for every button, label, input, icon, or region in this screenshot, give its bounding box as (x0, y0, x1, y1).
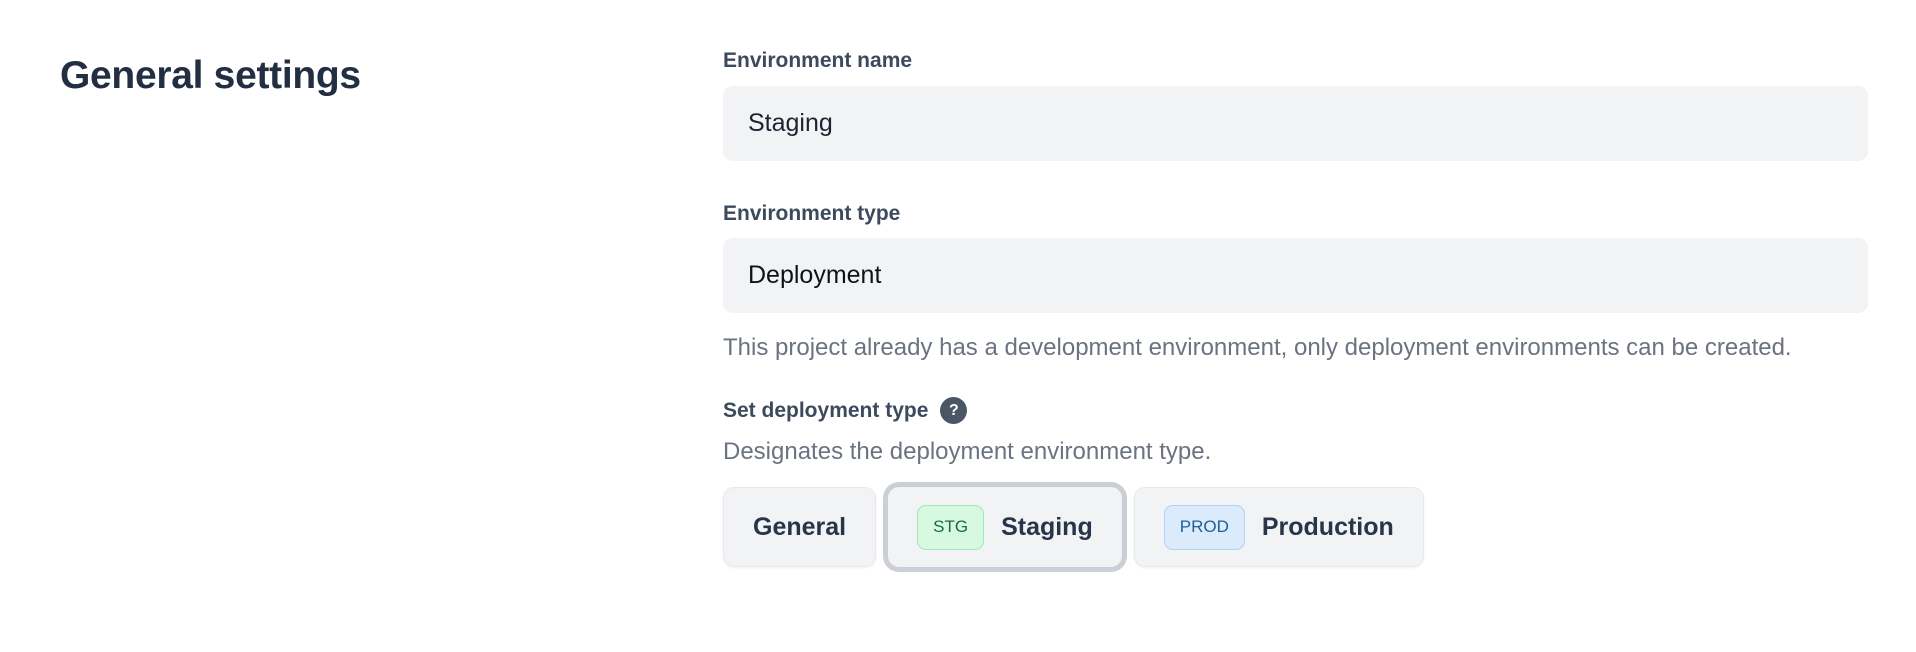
deployment-type-label: Set deployment type (723, 398, 929, 422)
deployment-type-option-production[interactable]: PROD Production (1133, 487, 1424, 567)
option-general-label: General (753, 512, 847, 541)
option-staging-label: Staging (1001, 512, 1093, 541)
environment-name-label: Environment name (723, 49, 913, 72)
question-mark-icon[interactable]: ? (940, 397, 968, 424)
deployment-type-options: General STG Staging PROD Production (723, 486, 1868, 568)
settings-form: Environment name Environment type This p… (723, 48, 1868, 568)
prod-badge: PROD (1163, 504, 1245, 550)
deployment-type-description: Designates the deployment environment ty… (723, 438, 1212, 465)
environment-name-input[interactable] (723, 86, 1868, 161)
environment-type-helper-text: This project already has a development e… (723, 334, 1792, 361)
deployment-type-option-staging[interactable]: STG Staging (887, 486, 1123, 568)
environment-type-label: Environment type (723, 202, 901, 225)
deployment-type-option-general[interactable]: General (723, 487, 877, 567)
option-production-label: Production (1261, 512, 1394, 541)
environment-type-input[interactable] (723, 238, 1868, 313)
page-title: General settings (60, 54, 361, 98)
stg-badge: STG (917, 504, 985, 550)
deployment-type-label-row: Set deployment type ? (723, 397, 1868, 424)
